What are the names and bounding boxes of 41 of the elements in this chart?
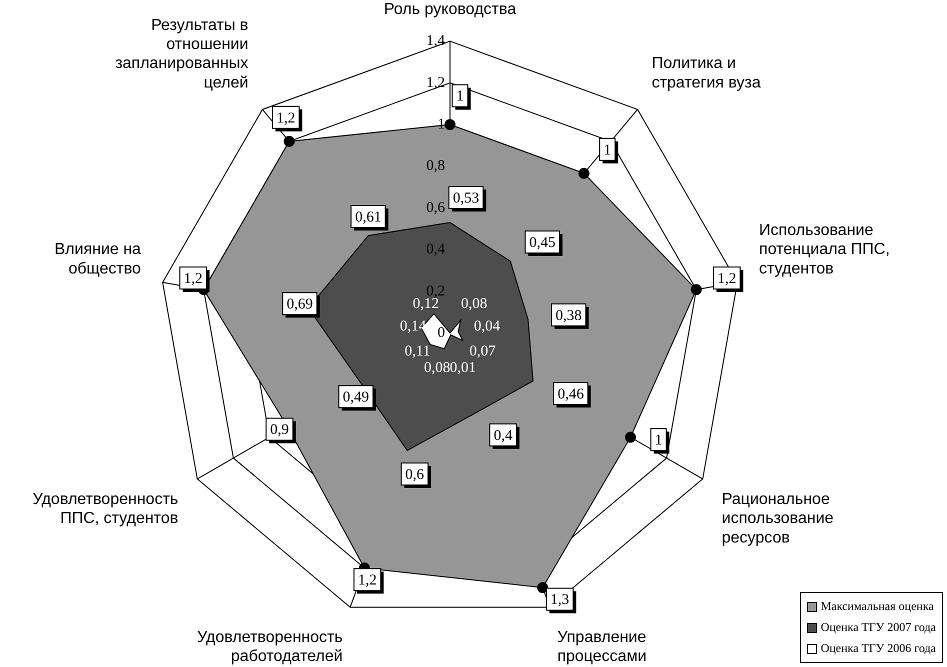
data-label: 1,2 <box>358 572 377 589</box>
data-label: 0,01 <box>450 360 476 376</box>
data-label: 0,9 <box>270 422 289 438</box>
data-label: 1,2 <box>717 270 736 287</box>
data-label: 0,69 <box>286 296 313 313</box>
spoke-label: Управление процессами <box>557 628 647 666</box>
data-label: 0,07 <box>469 344 496 360</box>
data-label: 1 <box>604 142 612 158</box>
y-tick-label: 1,4 <box>426 33 446 50</box>
legend-label: Оценка ТГУ 2007 года <box>820 619 936 636</box>
data-label: 0,08 <box>460 296 488 312</box>
spoke-label: Роль руководства <box>384 1 516 18</box>
spoke-label: Политика и стратегия вуза <box>652 55 761 92</box>
data-label: 0,08 <box>424 360 450 376</box>
data-label: 1,2 <box>184 270 203 287</box>
spoke-label: Влияние на общество <box>54 241 142 278</box>
spoke-label: Удовлетворенность работодателей <box>197 628 343 666</box>
y-tick-label: 0,4 <box>426 242 446 258</box>
spoke-label: Результаты в отношении запланированных целей <box>115 16 248 92</box>
y-tick-label: 0,8 <box>426 158 445 174</box>
spoke-label: Использование потенциала ППС, студентов <box>759 222 890 278</box>
data-label: 0,38 <box>556 308 582 324</box>
y-tick-label: 0,6 <box>426 200 446 216</box>
data-label: 0,04 <box>474 318 501 334</box>
data-label: 0,11 <box>404 344 430 360</box>
spoke-label: Удовлетворенность ППС, студентов <box>32 490 178 528</box>
text: Оценка ТГУ 2006 года <box>820 640 936 657</box>
data-label: 1,2 <box>276 110 296 126</box>
y-tick-label: 0 <box>438 324 445 341</box>
legend-label: Максимальная оценка <box>820 598 935 615</box>
data-label: 0,6 <box>405 466 425 483</box>
data-label: 1,3 <box>550 592 570 608</box>
data-label: 0,61 <box>355 209 382 226</box>
spoke-label: Рациональное использование ресурсов <box>722 490 834 546</box>
data-label: 0,45 <box>529 234 556 251</box>
data-label: 0,46 <box>558 386 584 402</box>
data-label: 1 <box>456 88 464 105</box>
data-label: 0,53 <box>452 190 480 206</box>
data-label: 0,49 <box>342 390 370 406</box>
data-label: 1 <box>654 432 662 449</box>
data-label: 0,4 <box>494 428 513 444</box>
